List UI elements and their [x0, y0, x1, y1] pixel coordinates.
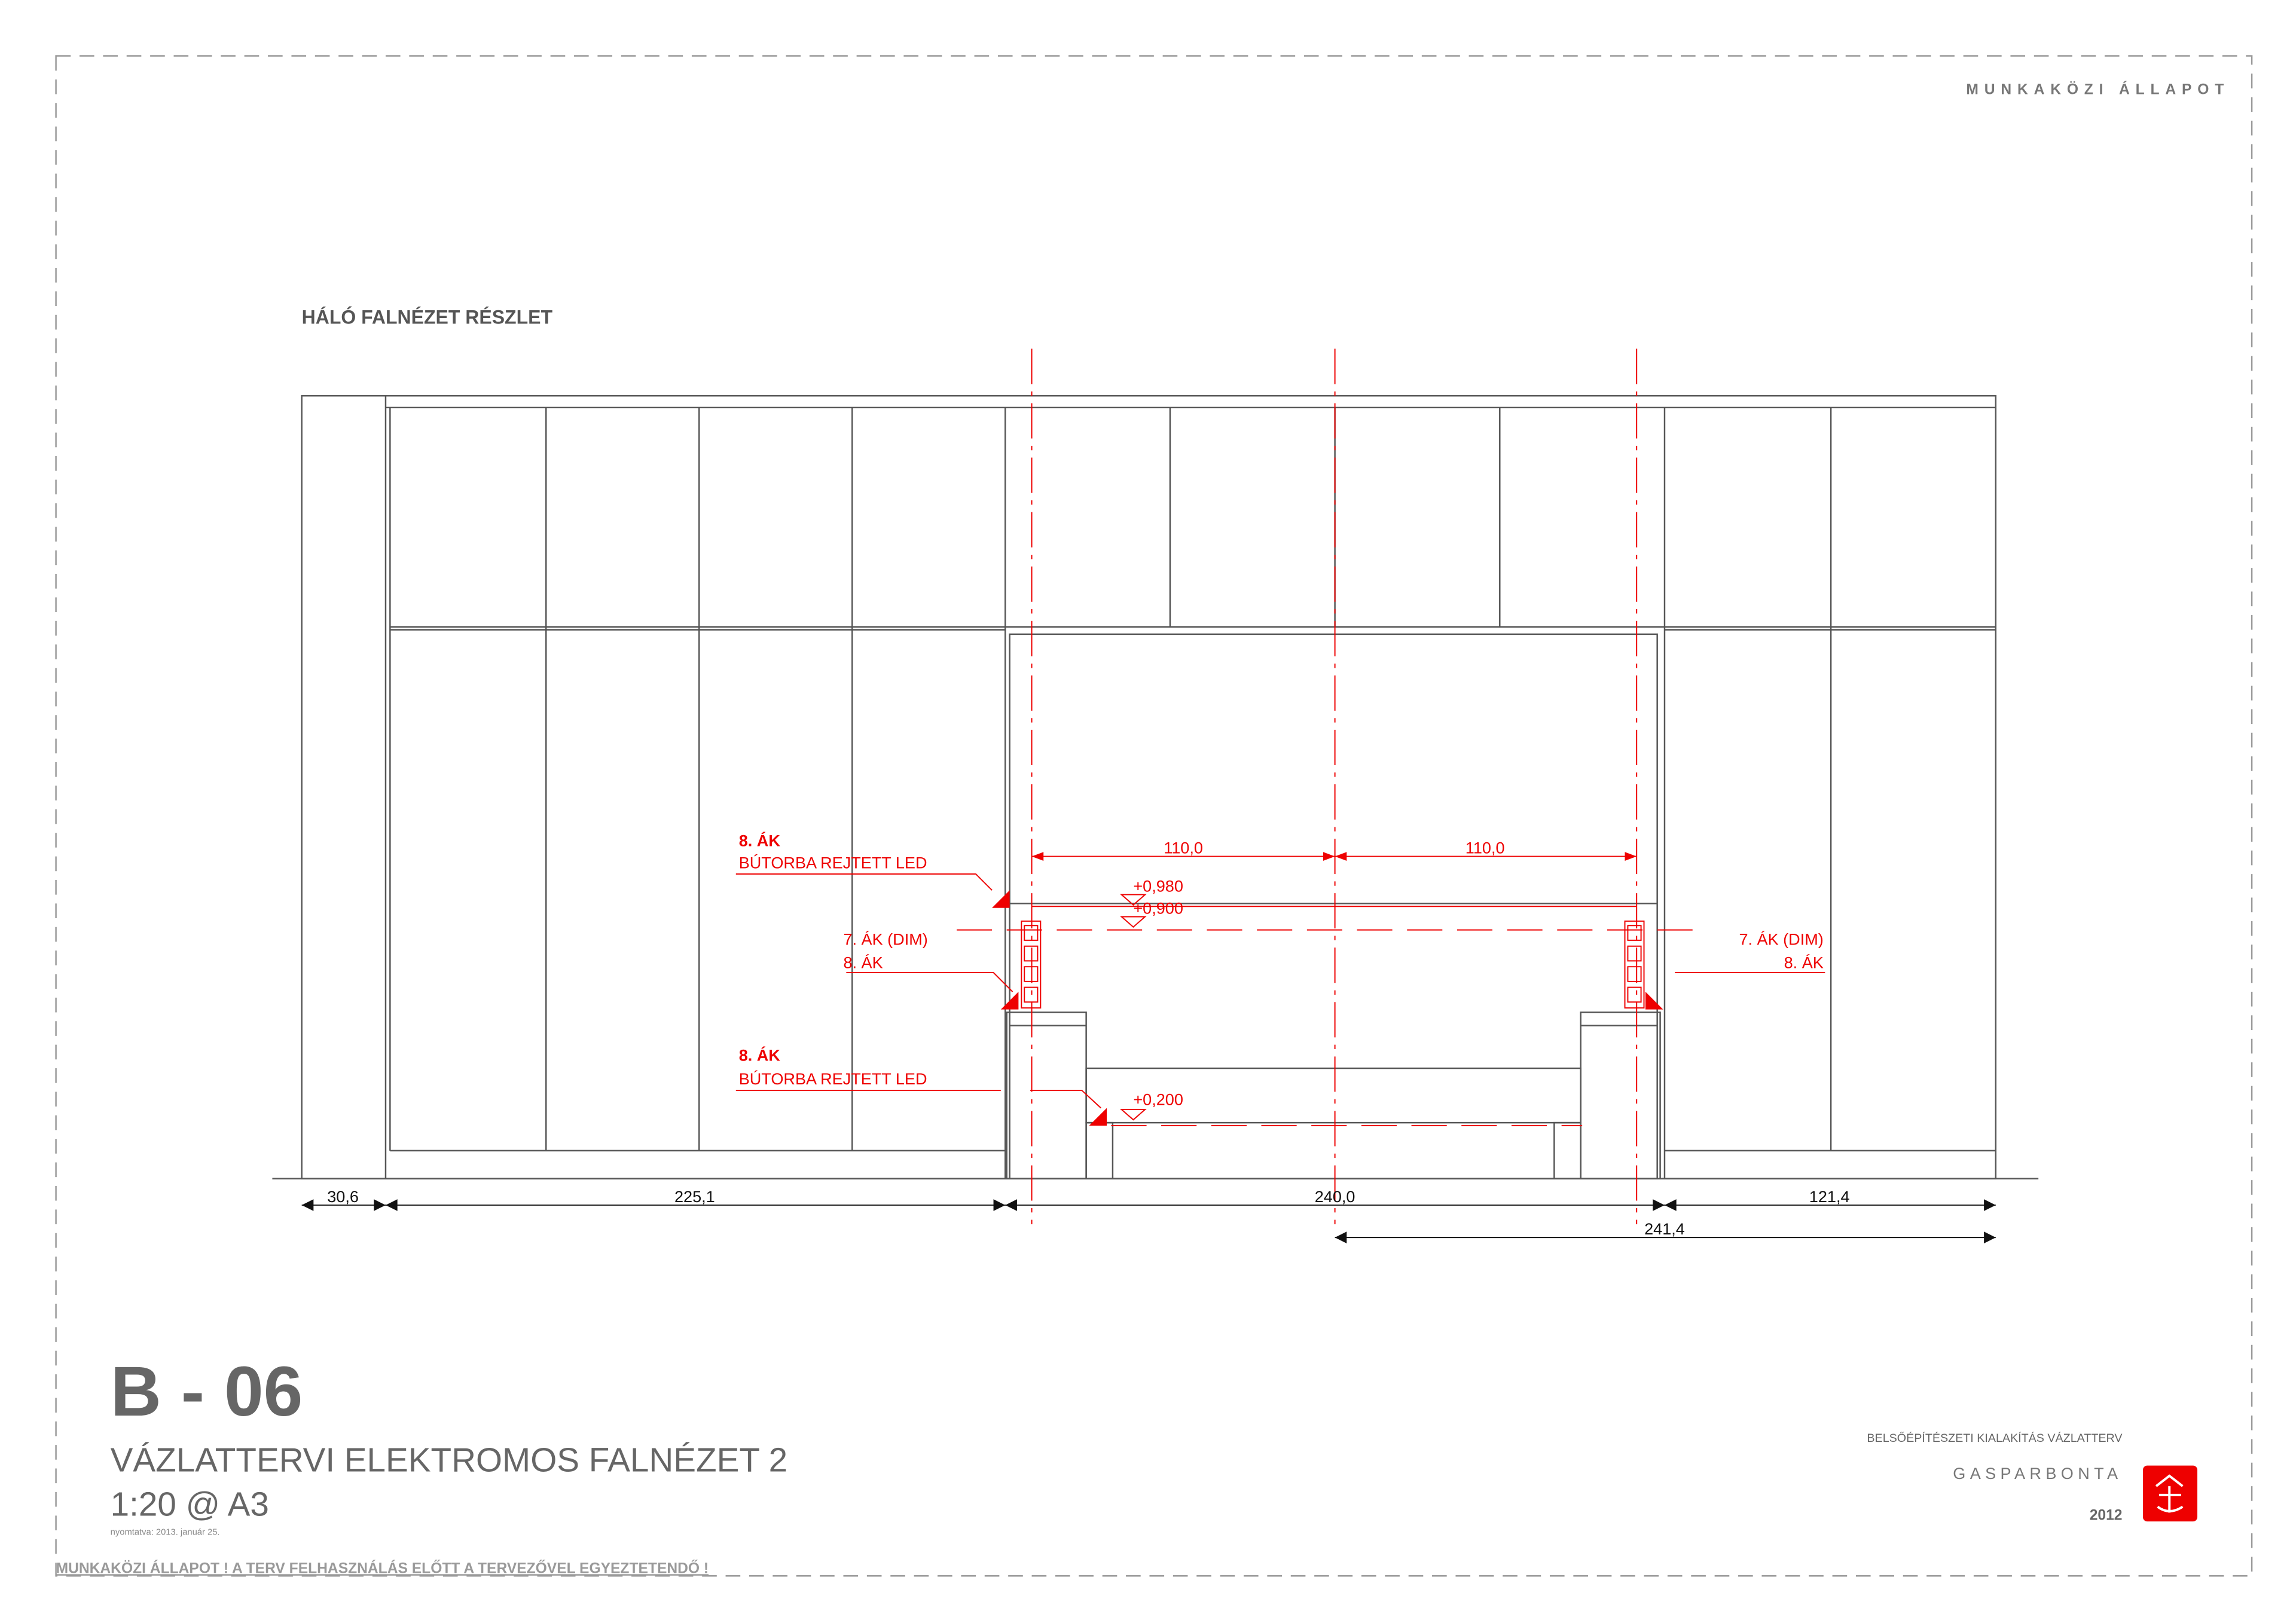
footer-warning: MUNKAKÖZI ÁLLAPOT ! A TERV FELHASZNÁLÁS … [56, 1560, 709, 1576]
dimension: 110,0 [1465, 839, 1505, 857]
level: +0,200 [1133, 1090, 1183, 1109]
annotation-text: 8. ÁK [1784, 953, 1824, 972]
print-date: nyomtatva: 2013. január 25. [111, 1527, 220, 1537]
annotation-code: 8. ÁK [739, 831, 781, 849]
electrical-layer [735, 349, 1825, 1224]
project: BELSŐÉPÍTÉSZETI KIALAKÍTÁS VÁZLATTERV [1867, 1431, 2123, 1445]
dimension: 241,4 [1644, 1219, 1685, 1238]
level: +0,980 [1133, 877, 1183, 895]
office: GASPARBONTA [1953, 1464, 2122, 1483]
annotation-text: 8. ÁK [843, 953, 883, 972]
elevation [272, 395, 2039, 1179]
sheet-code: B - 06 [111, 1352, 303, 1431]
sheet-title: VÁZLATTERVI ELEKTROMOS FALNÉZET 2 [111, 1441, 788, 1478]
dimension: 110,0 [1164, 839, 1203, 857]
drawing-title: HÁLÓ FALNÉZET RÉSZLET [302, 307, 553, 328]
dimension-lines [301, 1199, 1996, 1243]
dimension: 225,1 [674, 1187, 715, 1206]
status: MUNKAKÖZI ÁLLAPOT [1966, 81, 2230, 98]
annotation-code: 8. ÁK [739, 1046, 781, 1065]
dimension: 30,6 [327, 1187, 359, 1206]
annotation-code: 7. ÁK (DIM) [1739, 930, 1823, 948]
annotation-text: BÚTORBA REJTETT LED [739, 1069, 927, 1088]
dimension: 240,0 [1315, 1187, 1355, 1206]
dimension: 121,4 [1809, 1187, 1850, 1206]
border [55, 55, 2253, 1577]
year: 2012 [2090, 1508, 2123, 1524]
annotation-text: BÚTORBA REJTETT LED [739, 853, 927, 872]
level: +0,900 [1133, 899, 1183, 918]
sheet-scale: 1:20 @ A3 [111, 1485, 269, 1523]
annotation-code: 7. ÁK (DIM) [843, 930, 927, 948]
